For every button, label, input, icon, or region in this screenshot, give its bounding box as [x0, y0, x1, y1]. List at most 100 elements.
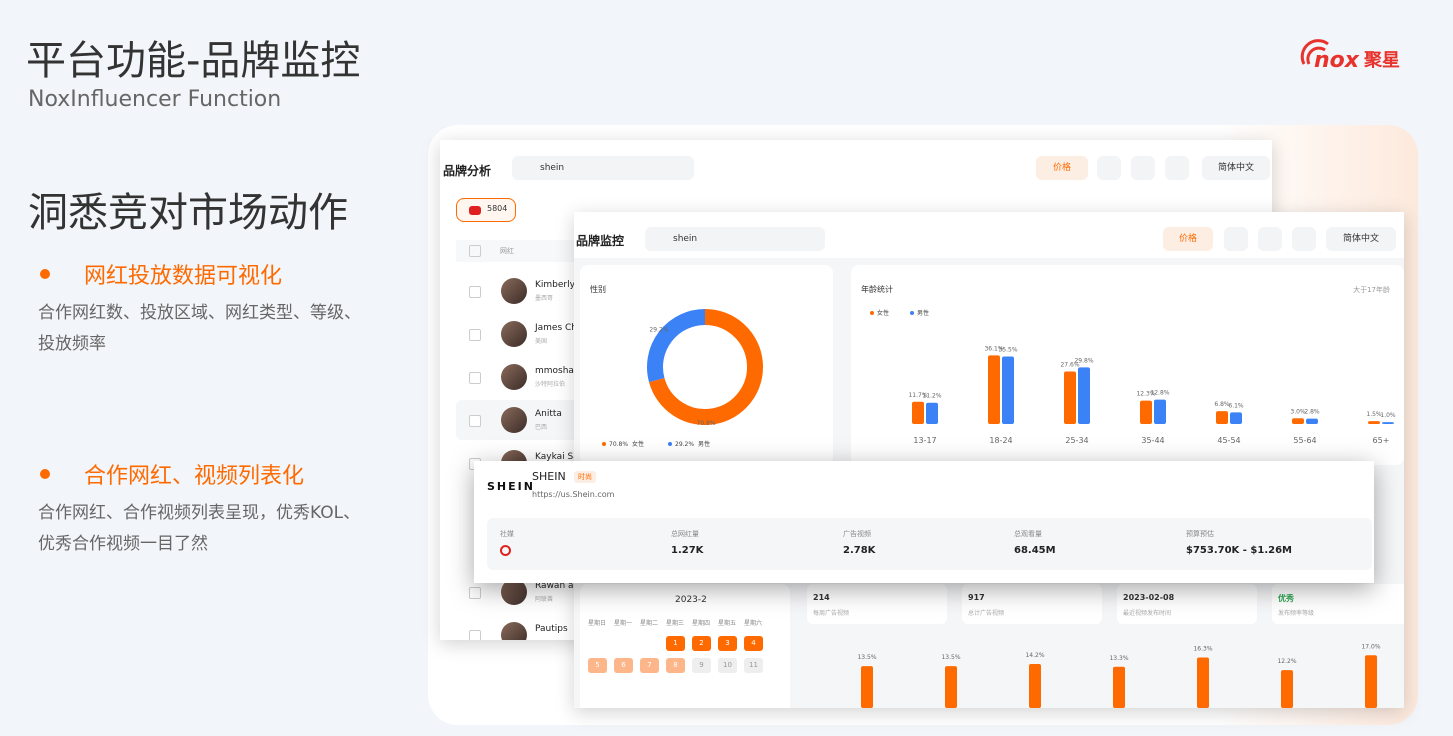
x-tick-label: 18-24: [989, 436, 1012, 445]
window-title: 品牌监控: [576, 234, 625, 248]
card-note: 大于17年龄: [1353, 286, 1390, 294]
x-tick-label: 35-44: [1141, 436, 1164, 445]
brand-stats: 社媒 总网红量 1.27K 广告视频 2.78K 总观看量 68.45M 预算预估 $753.7…: [487, 518, 1372, 570]
avatar: [501, 407, 527, 433]
calendar-day: 3: [718, 636, 737, 651]
brand-url[interactable]: https://us.Shein.com: [532, 490, 615, 499]
bar-label: 13.3%: [1109, 655, 1128, 662]
icon-button[interactable]: [1165, 156, 1189, 180]
search-box[interactable]: shein: [512, 156, 694, 180]
bullet-dot: [40, 469, 50, 479]
stat-value: $753.70K - $1.26M: [1186, 545, 1292, 556]
legend-dot: [910, 311, 914, 315]
bar: [1113, 666, 1125, 708]
influencer-name: Pautips: [535, 624, 568, 634]
platform-tab[interactable]: 5804: [456, 198, 516, 222]
icon-button[interactable]: [1097, 156, 1121, 180]
bar-label: 14.2%: [1025, 652, 1044, 659]
legend-dot: [870, 311, 874, 315]
activity-tile: [1117, 584, 1257, 624]
calendar-day: 7: [640, 658, 659, 673]
activity-value: 优秀: [1278, 594, 1294, 603]
icon-button[interactable]: [1131, 156, 1155, 180]
x-tick-label: 45-54: [1217, 436, 1240, 445]
influencer-region: 沙特阿拉伯: [535, 381, 566, 388]
stat-value: 1.27K: [671, 545, 704, 556]
influencer-name: Anitta: [535, 409, 562, 419]
activity-tile: [962, 584, 1102, 624]
bar: [1029, 663, 1041, 708]
bar: [1197, 657, 1209, 708]
brand-tag: 时尚: [574, 471, 596, 483]
avatar: [501, 278, 527, 304]
bar-label: 11.7%: [908, 392, 927, 399]
window-title: 品牌分析: [443, 164, 492, 178]
language-select[interactable]: 简体中文: [1326, 227, 1396, 251]
icon-button[interactable]: [1258, 227, 1282, 251]
slide-title: 平台功能-品牌监控: [26, 38, 361, 84]
age-card: 年龄统计 大于17年龄: [851, 265, 1404, 465]
stat-value: 68.45M: [1014, 545, 1056, 556]
youtube-icon: [469, 206, 481, 215]
language-select[interactable]: 简体中文: [1202, 156, 1270, 180]
bar: [1078, 367, 1090, 424]
legend-dot: [602, 442, 606, 446]
influencer-name: Kimberly: [535, 280, 575, 290]
icon-button[interactable]: [1292, 227, 1316, 251]
bullet-title: 合作网红、视频列表化: [84, 464, 305, 489]
bullet-description: 优秀合作视频一目了然: [38, 534, 208, 554]
x-tick-label: 25-34: [1065, 436, 1088, 445]
influencer-name: Rawan an: [535, 581, 580, 591]
brand-logo: SHEIN: [487, 480, 535, 493]
activity-value: 2023-02-08: [1123, 593, 1175, 602]
search-box[interactable]: shein: [645, 227, 825, 251]
x-tick-label: 65+: [1373, 436, 1390, 445]
weekday: 星期四: [692, 620, 711, 627]
legend-dot: [668, 442, 672, 446]
calendar-day: 11: [744, 658, 763, 673]
checkbox[interactable]: [469, 245, 481, 257]
logo-arc: [1300, 39, 1329, 65]
legend-value: 29.2%: [675, 441, 694, 448]
influencer-region: 美国: [535, 338, 548, 345]
bar: [1306, 418, 1318, 424]
logo-mark: nox: [1314, 48, 1360, 73]
legend-name: 女性: [877, 309, 889, 317]
x-tick-label: 55-64: [1293, 436, 1316, 445]
bar-label: 13.5%: [941, 654, 960, 661]
bar: [1154, 399, 1166, 424]
bar: [1216, 411, 1228, 424]
calendar-day: 9: [692, 658, 711, 673]
bar-label: 36.1%: [984, 345, 1003, 352]
calendar-day: 8: [666, 658, 685, 673]
youtube-icon: [500, 545, 511, 556]
card-title: 年龄统计: [861, 285, 893, 294]
logo-text: 聚星: [1363, 50, 1400, 71]
price-button[interactable]: 价格: [1036, 156, 1088, 180]
calendar-month: 2023-2: [675, 595, 707, 605]
icon-button[interactable]: [1224, 227, 1248, 251]
bar-label: 6.8%: [1214, 401, 1230, 408]
checkbox: [469, 329, 481, 341]
bar: [1002, 356, 1014, 424]
checkbox: [469, 587, 481, 599]
stat-label: 社媒: [500, 530, 514, 538]
bar: [1064, 371, 1076, 424]
section-heading: 洞悉竞对市场动作: [28, 190, 348, 236]
activity-value: 214: [813, 593, 830, 602]
legend-value: 70.8%: [609, 441, 628, 448]
activity-label: 最近视频发布时间: [1123, 610, 1172, 617]
price-button[interactable]: 价格: [1163, 227, 1213, 251]
bar-label: 1.5%: [1366, 411, 1382, 418]
donut-segment: [649, 309, 763, 425]
avatar: [501, 579, 527, 605]
bar-label: 2.8%: [1304, 409, 1320, 416]
bar-label: 3.0%: [1290, 408, 1306, 415]
bullet-description: 合作网红数、投放区域、网红类型、等级、: [38, 303, 361, 323]
influencer-region: 巴西: [535, 424, 548, 431]
bar-label: 35.5%: [998, 347, 1017, 354]
avatar: [501, 364, 527, 390]
bullet-description: 合作网红、合作视频列表呈现，优秀KOL、: [38, 503, 361, 523]
